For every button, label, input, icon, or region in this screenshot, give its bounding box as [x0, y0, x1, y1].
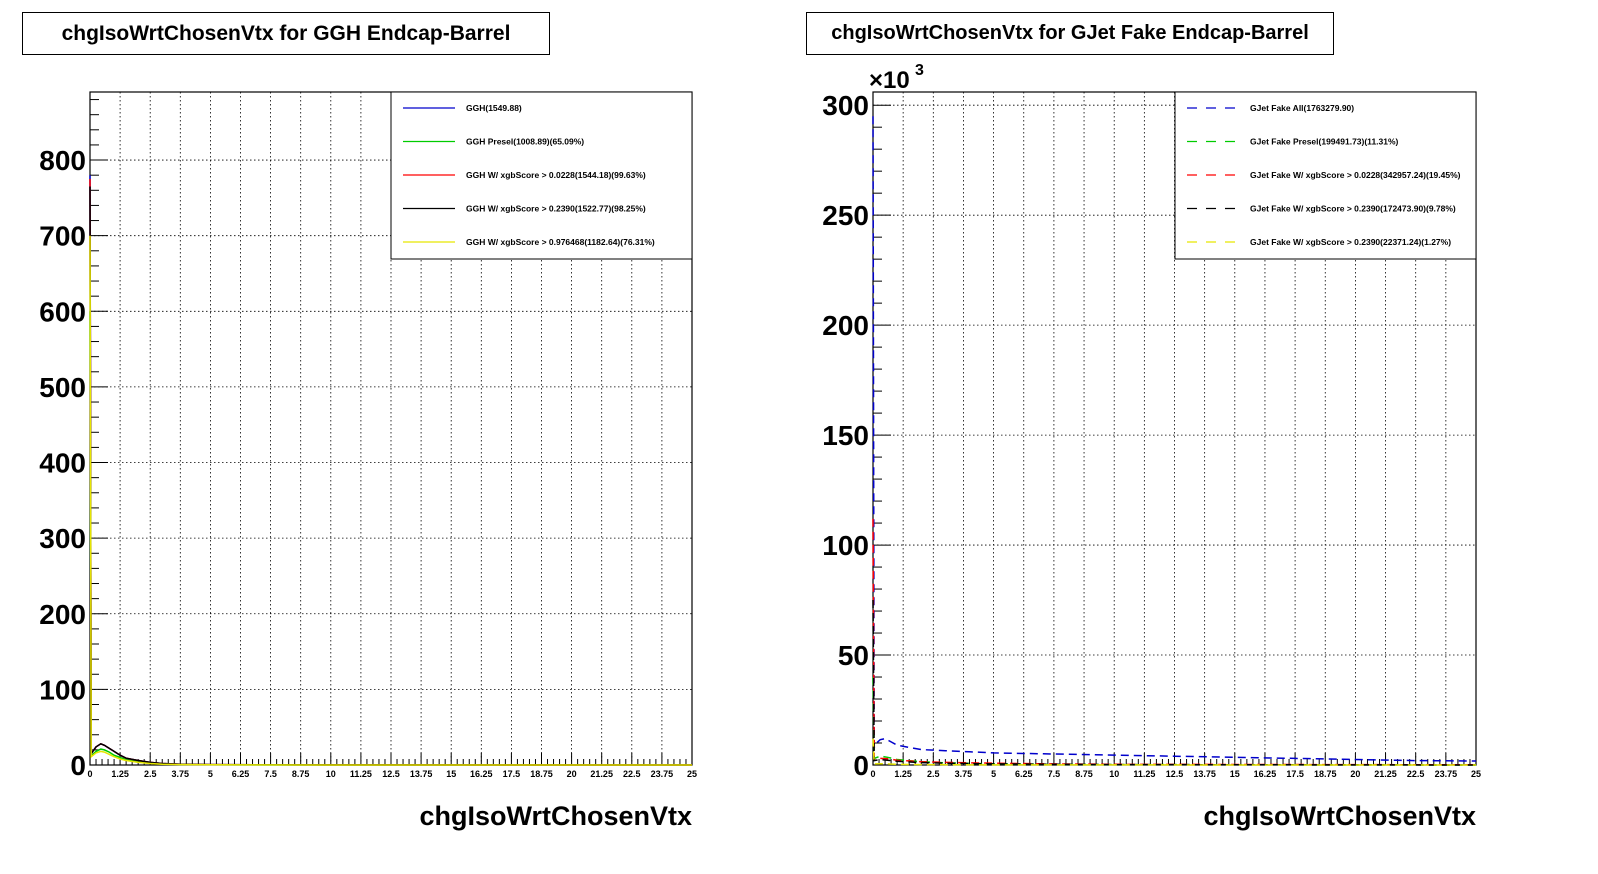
- y-tick-label: 300: [39, 523, 86, 554]
- x-tick-label: 20: [567, 769, 577, 779]
- x-tick-label: 23.75: [651, 769, 674, 779]
- y-tick-label: 800: [39, 145, 86, 176]
- legend: GGH(1549.88) GGH Presel(1008.89)(65.09%) G…: [390, 91, 693, 260]
- chart-title: chgIsoWrtChosenVtx for GJet Fake Endcap-…: [806, 12, 1334, 55]
- x-tick-label: 17.5: [503, 769, 521, 779]
- series-line: [872, 116, 1477, 762]
- chart-title: chgIsoWrtChosenVtx for GGH Endcap-Barrel: [22, 12, 550, 55]
- x-tick-label: 25: [1471, 769, 1481, 779]
- legend: GJet Fake All(1763279.90) GJet Fake Prese…: [1174, 91, 1477, 260]
- x-tick-label: 7.5: [264, 769, 277, 779]
- series-line: [872, 738, 1477, 766]
- legend-entry: GJet Fake All(1763279.90): [1250, 103, 1354, 113]
- y-tick-label: 200: [39, 599, 86, 630]
- x-tick-label: 8.75: [292, 769, 310, 779]
- y-multiplier-exponent: 3: [915, 62, 924, 79]
- x-tick-label: 6.25: [1015, 769, 1033, 779]
- y-tick-label: 50: [838, 640, 869, 671]
- x-tick-label: 22.5: [1407, 769, 1425, 779]
- x-tick-label: 23.75: [1435, 769, 1458, 779]
- y-tick-label: 100: [822, 530, 869, 561]
- y-tick-label: 300: [822, 90, 869, 121]
- legend-entry: GJet Fake W/ xgbScore > 0.2390(172473.90…: [1250, 204, 1456, 214]
- legend-entry: GJet Fake W/ xgbScore > 0.2390(22371.24)…: [1250, 237, 1451, 247]
- legend-entry: GGH(1549.88): [466, 103, 522, 113]
- x-tick-label: 10: [1109, 769, 1119, 779]
- x-tick-label: 6.25: [232, 769, 250, 779]
- y-tick-label: 400: [39, 448, 86, 479]
- x-tick-label: 21.25: [1374, 769, 1397, 779]
- x-tick-label: 1.25: [894, 769, 912, 779]
- legend-entry: GGH Presel(1008.89)(65.09%): [466, 137, 584, 147]
- x-tick-label: 8.75: [1075, 769, 1093, 779]
- x-tick-label: 21.25: [590, 769, 613, 779]
- x-tick-label: 5: [208, 769, 213, 779]
- x-tick-label: 13.75: [410, 769, 433, 779]
- series-line: [872, 518, 1477, 766]
- chart-ggh: 0 1.25 2.5 3.75 5 6.25 7.5 8.75 10 11.25 12.5 13.75…: [39, 91, 697, 831]
- x-tick-label: 2.5: [927, 769, 940, 779]
- x-tick-label: 22.5: [623, 769, 641, 779]
- y-tick-label: 600: [39, 296, 86, 327]
- x-tick-label: 3.75: [172, 769, 190, 779]
- axes: 0 1.25 2.5 3.75 5 6.25 7.5 8.75 10 11.25 12.5 13.75…: [822, 62, 1481, 831]
- y-tick-label: 0: [853, 750, 869, 781]
- y-tick-label: 150: [822, 420, 869, 451]
- x-tick-label: 12.5: [382, 769, 400, 779]
- x-tick-label: 16.25: [470, 769, 493, 779]
- x-tick-label: 13.75: [1193, 769, 1216, 779]
- y-tick-label: 100: [39, 674, 86, 705]
- y-tick-label: 0: [70, 750, 86, 781]
- x-tick-label: 1.25: [111, 769, 129, 779]
- legend-entry: GGH W/ xgbScore > 0.2390(1522.77)(98.25%…: [466, 204, 646, 214]
- x-tick-label: 10: [326, 769, 336, 779]
- y-tick-label: 700: [39, 221, 86, 252]
- x-tick-label: 25: [687, 769, 697, 779]
- x-tick-label: 11.25: [350, 769, 372, 779]
- y-tick-label: 250: [822, 200, 869, 231]
- x-tick-label: 0: [87, 769, 92, 779]
- y-tick-label: 500: [39, 372, 86, 403]
- series-group: [89, 175, 693, 766]
- series-group: [872, 116, 1477, 766]
- series-line: [89, 235, 692, 766]
- x-tick-label: 15: [446, 769, 456, 779]
- x-tick-label: 12.5: [1166, 769, 1184, 779]
- x-axis-label: chgIsoWrtChosenVtx: [1203, 801, 1476, 831]
- x-tick-label: 15: [1230, 769, 1240, 779]
- chart-panel-gjet: 0 1.25 2.5 3.75 5 6.25 7.5 8.75 10 11.25 12.5 13.75…: [799, 0, 1598, 874]
- x-tick-label: 3.75: [955, 769, 973, 779]
- x-tick-label: 18.75: [530, 769, 553, 779]
- y-tick-label: 200: [822, 310, 869, 341]
- y-multiplier: ×10: [869, 67, 910, 94]
- x-tick-label: 16.25: [1254, 769, 1277, 779]
- x-tick-label: 0: [870, 769, 875, 779]
- chart-gjet: 0 1.25 2.5 3.75 5 6.25 7.5 8.75 10 11.25 12.5 13.75…: [822, 62, 1481, 831]
- legend-entry: GGH W/ xgbScore > 0.0228(1544.18)(99.63%…: [466, 170, 646, 180]
- x-tick-label: 2.5: [144, 769, 157, 779]
- x-tick-label: 20: [1350, 769, 1360, 779]
- legend-entry: GGH W/ xgbScore > 0.976468(1182.64)(76.3…: [466, 237, 655, 247]
- legend-entry: GJet Fake W/ xgbScore > 0.0228(342957.24…: [1250, 170, 1461, 180]
- x-axis-label: chgIsoWrtChosenVtx: [419, 801, 692, 831]
- grid: [873, 92, 1476, 765]
- axes: 0 1.25 2.5 3.75 5 6.25 7.5 8.75 10 11.25 12.5 13.75…: [39, 91, 697, 831]
- series-line: [872, 599, 1477, 766]
- x-tick-label: 7.5: [1048, 769, 1061, 779]
- x-tick-label: 11.25: [1133, 769, 1155, 779]
- chart-panel-ggh: 0 1.25 2.5 3.75 5 6.25 7.5 8.75 10 11.25 12.5 13.75…: [22, 12, 697, 831]
- legend-entry: GJet Fake Presel(199491.73)(11.31%): [1250, 137, 1399, 147]
- x-tick-label: 5: [991, 769, 996, 779]
- x-tick-label: 17.5: [1286, 769, 1304, 779]
- x-tick-label: 18.75: [1314, 769, 1337, 779]
